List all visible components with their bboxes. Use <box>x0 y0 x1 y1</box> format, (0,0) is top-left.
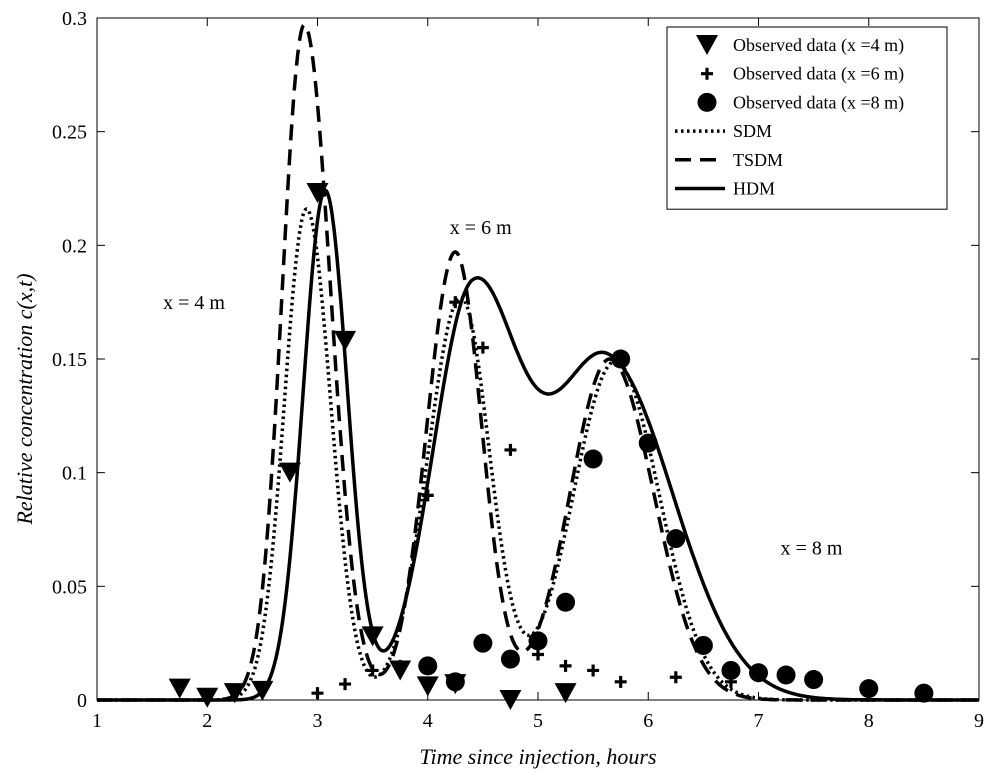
observed-point-triangle-down <box>306 183 329 204</box>
observed-point-plus <box>394 659 407 672</box>
legend-box <box>666 26 948 210</box>
y-tick-label: 0.25 <box>52 122 87 144</box>
x-tick-label: 9 <box>974 710 984 732</box>
observed-point-triangle-down <box>554 683 577 704</box>
legend-label: SDM <box>733 121 772 141</box>
observed-point-circle <box>804 670 824 690</box>
observed-point-circle <box>556 592 576 612</box>
x-tick-label: 1 <box>92 710 102 732</box>
observed-markers <box>168 183 934 710</box>
observed-point-circle <box>611 349 631 369</box>
annotation: x = 6 m <box>450 217 512 239</box>
observed-point-circle <box>749 663 768 683</box>
legend-label: TSDM <box>733 150 783 170</box>
legend-marker <box>697 92 717 112</box>
legend-label: Observed data (x =6 m) <box>733 64 904 85</box>
observed-point-circle <box>914 683 934 703</box>
observed-point-plus <box>669 671 682 684</box>
y-axis-label: Relative concentration c(x,t) <box>12 273 37 525</box>
legend-label: Observed data (x =4 m) <box>733 35 904 56</box>
observed-point-plus <box>614 675 627 688</box>
observed-point-circle <box>859 679 879 699</box>
observed-point-plus <box>504 443 517 456</box>
observed-point-triangle-down <box>168 678 191 699</box>
observed-point-triangle-down <box>416 676 439 697</box>
observed-point-plus <box>587 664 600 677</box>
y-tick-label: 0.3 <box>62 8 87 30</box>
legend-label: Observed data (x =8 m) <box>733 92 904 113</box>
curve-hdm <box>96 188 980 702</box>
observed-point-circle <box>528 631 548 651</box>
x-tick-label: 6 <box>643 710 653 732</box>
x-axis-label: Time since injection, hours <box>419 744 656 769</box>
observed-point-circle <box>666 529 686 549</box>
observed-point-circle <box>721 660 741 680</box>
observed-point-plus <box>339 678 352 691</box>
x-tick-label: 5 <box>533 710 543 732</box>
annotation: x = 4 m <box>163 292 225 314</box>
y-tick-label: 0 <box>77 690 87 712</box>
annotation: x = 8 m <box>781 538 843 560</box>
legend: Observed data (x =4 m) Observed data (x =… <box>666 26 948 210</box>
observed-point-circle <box>638 433 658 453</box>
observed-point-triangle-down <box>278 462 301 483</box>
observed-point-circle <box>418 656 438 676</box>
observed-point-triangle-down <box>499 690 522 710</box>
observed-point-plus <box>449 296 462 309</box>
y-tick-label: 0.2 <box>62 235 87 257</box>
x-tick-label: 8 <box>864 710 874 732</box>
observed-point-triangle-down <box>223 683 246 704</box>
x-tick-label: 7 <box>754 710 764 732</box>
y-tick-label: 0.1 <box>62 463 87 485</box>
legend-marker <box>701 67 713 80</box>
observed-point-circle <box>776 665 796 685</box>
x-tick-label: 2 <box>202 710 212 732</box>
legend-marker <box>696 35 718 55</box>
observed-point-circle <box>445 672 465 692</box>
observed-point-circle <box>583 449 603 469</box>
observed-point-plus <box>476 341 489 354</box>
axis-ticks: 1 2 3 4 5 6 7 8 9 0 0.05 0.1 0.15 0.2 0.25 0.3 <box>52 8 984 732</box>
observed-point-plus <box>421 489 434 502</box>
y-tick-label: 0.05 <box>52 576 87 598</box>
observed-point-plus <box>559 659 572 672</box>
x-tick-label: 3 <box>313 710 323 732</box>
legend-label: HDM <box>733 179 775 199</box>
observed-point-plus <box>366 664 379 677</box>
x-tick-label: 4 <box>423 710 433 732</box>
observed-point-circle <box>500 649 520 669</box>
curve-annotations: x = 4 m x = 6 m x = 8 m <box>163 217 843 560</box>
observed-point-triangle-down <box>251 680 274 701</box>
observed-point-triangle-down <box>334 330 357 351</box>
observed-point-plus <box>532 648 544 661</box>
observed-point-triangle-down <box>361 626 384 647</box>
observed-point-circle <box>693 635 713 655</box>
y-tick-label: 0.15 <box>52 349 87 371</box>
observed-point-circle <box>473 633 493 653</box>
